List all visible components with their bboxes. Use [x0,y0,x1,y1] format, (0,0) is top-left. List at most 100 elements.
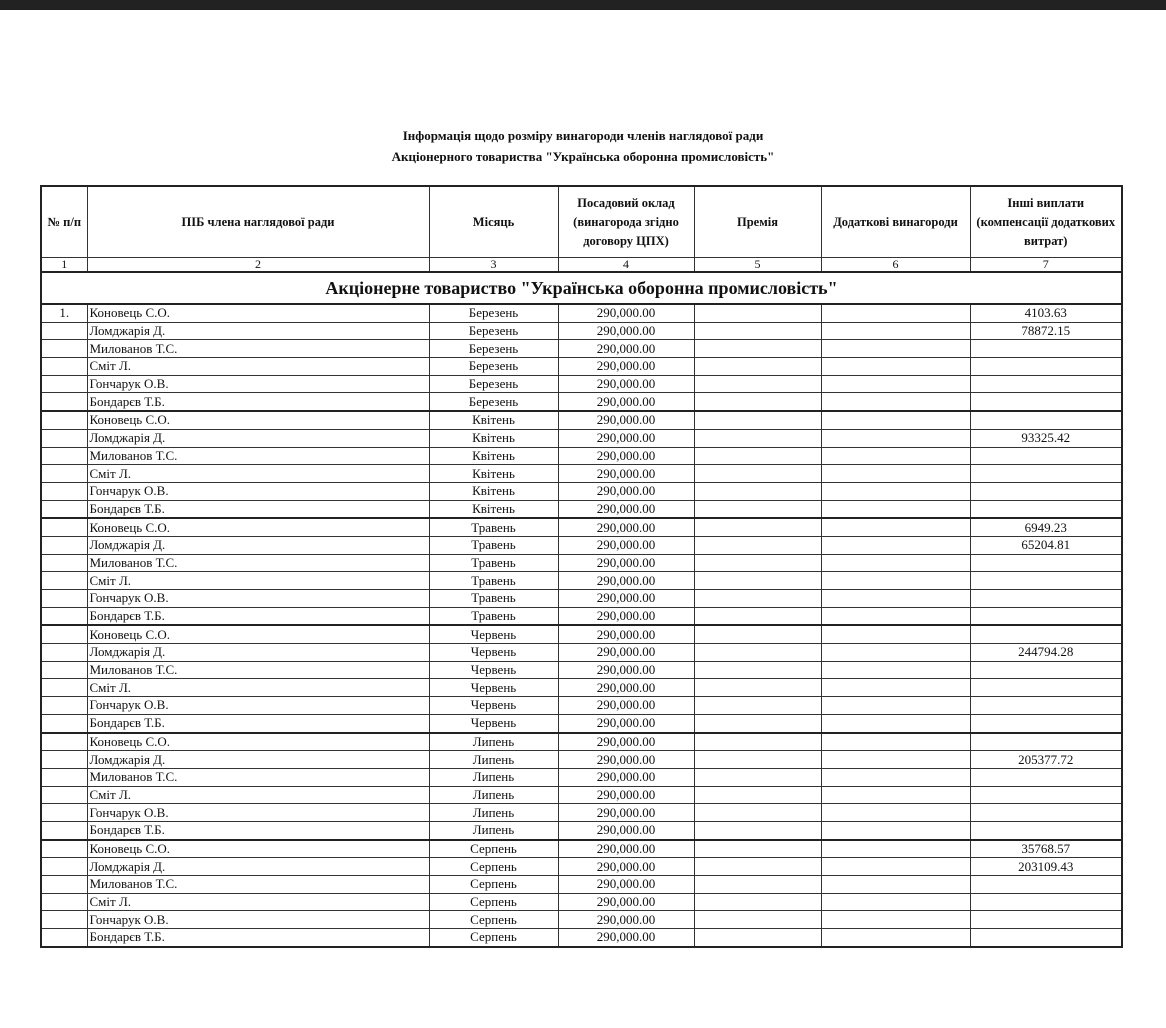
row-number-cell [40,339,88,359]
bonus-cell [693,803,822,822]
table-row: Бондарєв Т.Б. Серпень 290,000.00 [40,928,1123,948]
row-number-cell [40,392,88,412]
table-row: Коновець С.О. Травень 290,000.00 6949.23 [40,517,1123,537]
row-number-cell [40,750,88,769]
other-payments-cell [969,803,1123,822]
month-cell: Серпень [428,892,559,912]
other-payments-cell: 4103.63 [969,303,1123,323]
document-title: Інформація щодо розміру винагороди члені… [402,128,764,143]
other-payments-cell [969,678,1123,698]
additional-rewards-cell [820,321,971,341]
additional-rewards-cell [820,857,971,876]
member-name-cell: Гончарук О.В. [86,803,430,822]
bonus-cell [693,643,822,662]
bonus-cell [693,428,822,448]
additional-rewards-cell [820,767,971,787]
row-number-cell [40,357,88,376]
table-row: Ломджарія Д. Червень 290,000.00 244794.28 [40,643,1123,662]
additional-rewards-cell [820,928,971,948]
row-number-cell [40,678,88,698]
additional-rewards-cell [820,339,971,359]
member-name-cell: Коновець С.О. [86,624,430,645]
row-number-cell [40,428,88,448]
column-number-row: 1 2 3 4 5 6 7 [40,257,1123,273]
top-bar [0,0,1166,10]
bonus-cell [693,446,822,466]
month-cell: Травень [428,535,559,555]
salary-cell: 290,000.00 [557,678,695,698]
column-number: 2 [86,257,430,273]
other-payments-cell: 65204.81 [969,535,1123,555]
month-cell: Серпень [428,838,559,859]
member-name-cell: Бондарєв Т.Б. [86,820,430,841]
salary-cell: 290,000.00 [557,606,695,626]
row-number-cell [40,481,88,501]
salary-cell: 290,000.00 [557,535,695,555]
other-payments-cell: 35768.57 [969,838,1123,859]
table-row: Сміт Л. Травень 290,000.00 [40,571,1123,590]
other-payments-cell [969,624,1123,645]
month-cell: Квітень [428,499,559,519]
bonus-cell [693,624,822,645]
row-number-cell [40,499,88,519]
row-number-cell [40,928,88,948]
bonus-cell [693,571,822,590]
row-number-cell [40,446,88,466]
salary-cell: 290,000.00 [557,589,695,608]
bonus-cell [693,678,822,698]
bonus-cell [693,713,822,734]
month-cell: Липень [428,767,559,787]
member-name-cell: Бондарєв Т.Б. [86,928,430,948]
month-cell: Липень [428,731,559,752]
table-row: Сміт Л. Липень 290,000.00 [40,785,1123,805]
row-number-cell [40,696,88,715]
additional-rewards-cell [820,713,971,734]
salary-cell: 290,000.00 [557,750,695,769]
table-row: Бондарєв Т.Б. Червень 290,000.00 [40,713,1123,734]
other-payments-cell [969,553,1123,573]
row-number-cell [40,624,88,645]
other-payments-cell [969,589,1123,608]
salary-cell: 290,000.00 [557,446,695,466]
row-number-cell [40,713,88,734]
member-name-cell: Ломджарія Д. [86,750,430,769]
bonus-cell [693,820,822,841]
member-name-cell: Коновець С.О. [86,838,430,859]
month-cell: Березень [428,321,559,341]
row-number-cell [40,820,88,841]
additional-rewards-cell [820,553,971,573]
additional-rewards-cell [820,535,971,555]
month-cell: Серпень [428,910,559,930]
row-number-cell [40,553,88,573]
table-row: Бондарєв Т.Б. Липень 290,000.00 [40,820,1123,841]
header-row: № п/п ПІБ члена наглядової ради Місяць П… [40,185,1123,258]
row-number-cell [40,517,88,537]
other-payments-cell [969,481,1123,501]
member-name-cell: Милованов Т.С. [86,767,430,787]
table-row: Коновець С.О. Квітень 290,000.00 [40,410,1123,430]
member-name-cell: Бондарєв Т.Б. [86,713,430,734]
row-number-cell [40,321,88,341]
salary-cell: 290,000.00 [557,696,695,715]
member-name-cell: Гончарук О.В. [86,374,430,394]
additional-rewards-cell [820,357,971,376]
member-name-cell: Гончарук О.В. [86,910,430,930]
salary-cell: 290,000.00 [557,481,695,501]
member-name-cell: Милованов Т.С. [86,660,430,680]
header-bonus: Премія [693,185,822,258]
member-name-cell: Сміт Л. [86,678,430,698]
other-payments-cell [969,785,1123,805]
salary-cell: 290,000.00 [557,339,695,359]
table-row: Милованов Т.С. Червень 290,000.00 [40,660,1123,680]
column-number: 7 [969,257,1123,273]
header-month: Місяць [428,185,559,258]
month-cell: Липень [428,785,559,805]
bonus-cell [693,374,822,394]
table-row: Гончарук О.В. Червень 290,000.00 [40,696,1123,715]
additional-rewards-cell [820,892,971,912]
additional-rewards-cell [820,660,971,680]
table-row: Гончарук О.В. Травень 290,000.00 [40,589,1123,608]
table-row: Сміт Л. Серпень 290,000.00 [40,892,1123,912]
other-payments-cell [969,820,1123,841]
row-number-cell [40,892,88,912]
